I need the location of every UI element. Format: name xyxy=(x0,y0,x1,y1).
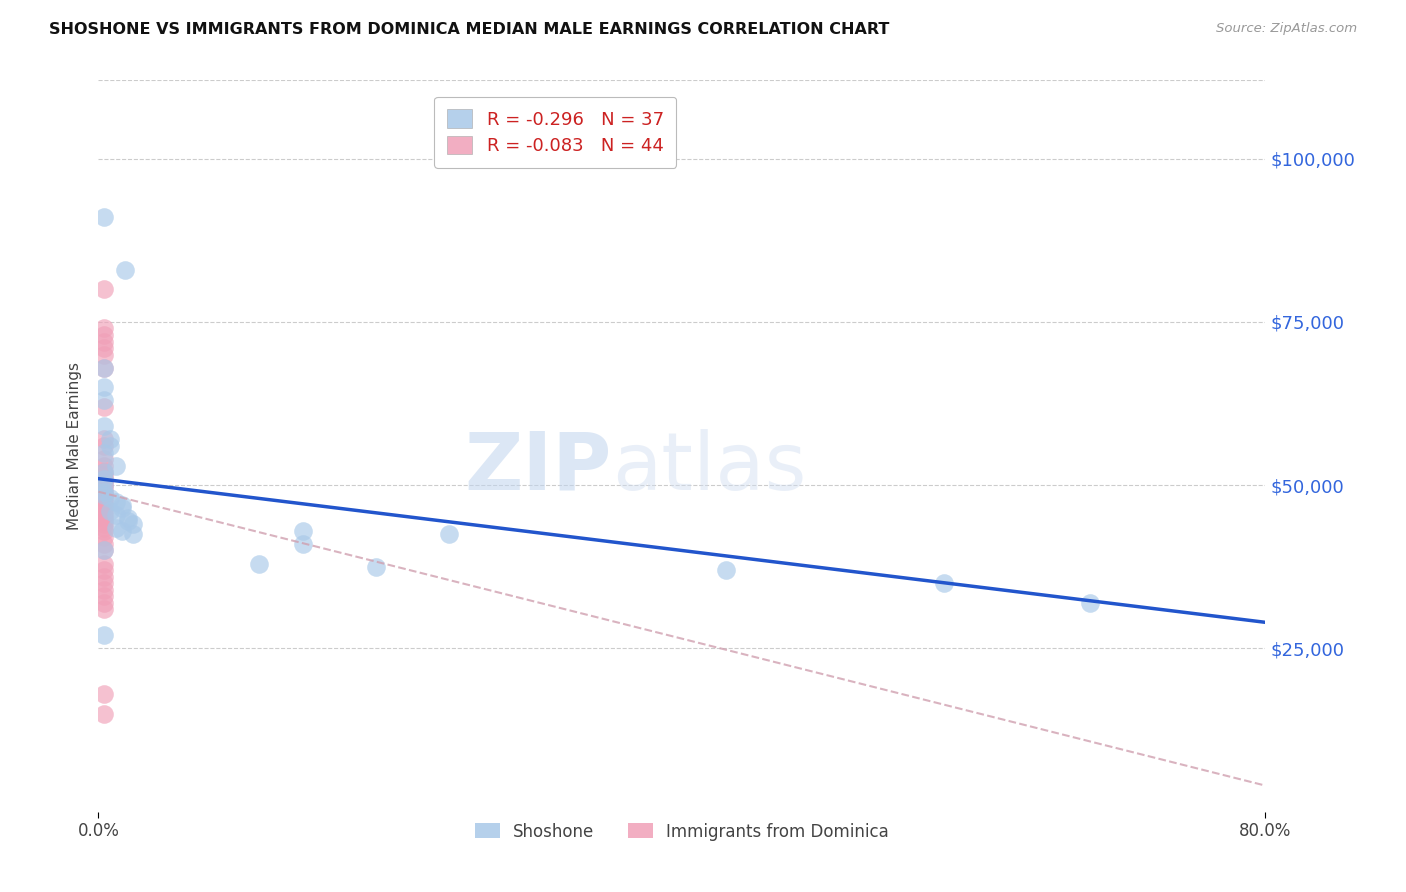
Point xyxy=(93,433,115,447)
Point xyxy=(93,488,115,502)
Point xyxy=(111,524,134,538)
Point xyxy=(104,521,127,535)
Point xyxy=(111,501,134,516)
Point xyxy=(93,628,115,642)
Point xyxy=(93,419,115,434)
Point xyxy=(93,514,115,528)
Point xyxy=(93,517,115,532)
Point xyxy=(93,360,115,375)
Point xyxy=(93,537,115,551)
Point xyxy=(111,498,134,512)
Point xyxy=(93,334,115,349)
Point xyxy=(93,452,115,467)
Point xyxy=(122,517,145,532)
Point xyxy=(93,508,115,522)
Point xyxy=(104,508,127,522)
Point xyxy=(93,488,115,502)
Point xyxy=(93,472,115,486)
Point xyxy=(93,563,115,577)
Point xyxy=(93,321,115,335)
Point xyxy=(93,400,115,414)
Point xyxy=(93,393,115,408)
Point xyxy=(93,498,115,512)
Text: SHOSHONE VS IMMIGRANTS FROM DOMINICA MEDIAN MALE EARNINGS CORRELATION CHART: SHOSHONE VS IMMIGRANTS FROM DOMINICA MED… xyxy=(49,22,890,37)
Point xyxy=(93,341,115,355)
Point xyxy=(93,484,115,499)
Point xyxy=(93,589,115,603)
Point xyxy=(93,458,115,473)
Point xyxy=(93,484,115,499)
Point xyxy=(93,445,115,459)
Point xyxy=(93,482,115,496)
Point xyxy=(98,433,121,447)
Point xyxy=(93,475,115,489)
Point xyxy=(93,511,115,525)
Point xyxy=(93,557,115,571)
Point xyxy=(117,514,139,528)
Point xyxy=(104,494,127,508)
Point xyxy=(93,521,115,535)
Point xyxy=(93,569,115,583)
Point xyxy=(93,582,115,597)
Point xyxy=(93,472,115,486)
Point xyxy=(291,524,314,538)
Point xyxy=(93,465,115,479)
Point xyxy=(98,491,121,506)
Text: Source: ZipAtlas.com: Source: ZipAtlas.com xyxy=(1216,22,1357,36)
Point xyxy=(247,557,270,571)
Point xyxy=(93,524,115,538)
Point xyxy=(93,328,115,343)
Point xyxy=(93,211,115,225)
Point xyxy=(93,602,115,616)
Point xyxy=(93,501,115,516)
Point xyxy=(93,596,115,610)
Point xyxy=(117,511,139,525)
Point xyxy=(93,576,115,591)
Point xyxy=(93,530,115,544)
Point xyxy=(93,706,115,721)
Text: atlas: atlas xyxy=(612,429,806,507)
Point xyxy=(93,543,115,558)
Point xyxy=(364,559,387,574)
Point xyxy=(437,527,460,541)
Point xyxy=(934,576,956,591)
Point xyxy=(114,262,136,277)
Point xyxy=(122,527,145,541)
Point xyxy=(1080,596,1102,610)
Text: ZIP: ZIP xyxy=(464,429,612,507)
Point xyxy=(93,468,115,483)
Point xyxy=(98,504,121,518)
Point xyxy=(291,537,314,551)
Point xyxy=(93,465,115,479)
Point xyxy=(93,439,115,453)
Point xyxy=(93,478,115,492)
Point xyxy=(93,494,115,508)
Point xyxy=(93,687,115,701)
Point xyxy=(93,478,115,492)
Point xyxy=(714,563,737,577)
Point xyxy=(93,491,115,506)
Point xyxy=(104,458,127,473)
Point xyxy=(93,380,115,394)
Y-axis label: Median Male Earnings: Median Male Earnings xyxy=(67,362,83,530)
Point xyxy=(93,543,115,558)
Point xyxy=(98,439,121,453)
Point xyxy=(93,282,115,296)
Point xyxy=(93,360,115,375)
Legend: Shoshone, Immigrants from Dominica: Shoshone, Immigrants from Dominica xyxy=(468,816,896,847)
Point xyxy=(93,504,115,518)
Point xyxy=(93,347,115,362)
